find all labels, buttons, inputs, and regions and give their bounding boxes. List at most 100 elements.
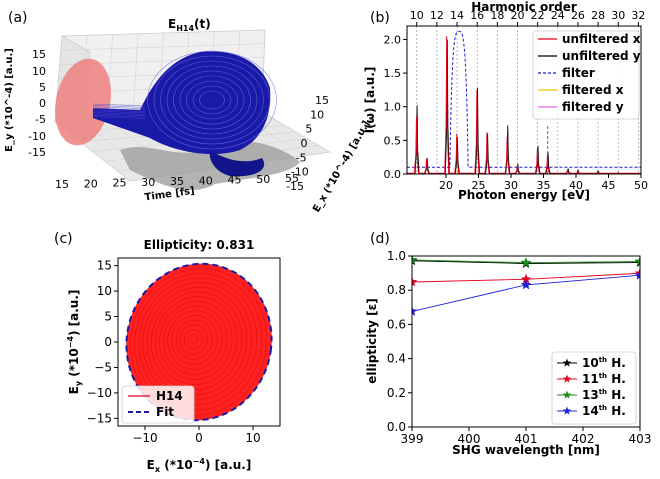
field-trace-loop (130, 268, 267, 416)
field-trace-loop (163, 305, 228, 375)
legend-box (121, 385, 195, 424)
y-tick-label: 10 (97, 284, 112, 298)
time-ticks: 15 20 25 30 35 40 45 50 55 (55, 172, 299, 191)
ex-tick-label: 0 (301, 137, 308, 150)
time-tick-label: 55 (285, 172, 299, 185)
x-tick-label: 50 (634, 179, 648, 192)
x-tick-label: 401 (515, 432, 538, 446)
series-point-14 (412, 305, 418, 316)
field-trace-loop (159, 301, 233, 380)
harmonic-tick-label: 14 (450, 9, 464, 22)
time-tick-label: 35 (170, 175, 184, 188)
field-trace-loop (142, 282, 253, 401)
field-trace-loop (184, 329, 203, 350)
back-gridline (132, 33, 139, 119)
x-tick-label: 400 (458, 432, 481, 446)
x-axis-label: SHG wavelength [nm] (452, 443, 600, 457)
panel-label-b: (b) (370, 10, 390, 26)
y-ticks: 0.0 0.2 0.4 0.6 0.8 1.0 (387, 249, 412, 434)
time-tick-label: 30 (141, 176, 155, 189)
legend-label: H14 (156, 389, 183, 403)
field-surface (93, 51, 271, 155)
shadow-projection (120, 141, 300, 190)
field-trace-fill (126, 263, 272, 421)
legend: 10th H. 11th H. 13th H. 14th H. (551, 351, 637, 425)
surface-contour (186, 80, 238, 120)
y-tick-label: 1.0 (384, 101, 402, 114)
y-tick-label: 1.5 (384, 67, 402, 80)
y-tick-label: 0.0 (387, 420, 406, 434)
surface-contour (179, 75, 245, 125)
x-tick-label: 45 (602, 179, 616, 192)
y-tick-label: 0.0 (384, 168, 402, 181)
legend-marker (562, 374, 572, 383)
harmonic-tick-label: 10 (410, 9, 424, 22)
y-tick-label: −15 (87, 411, 112, 425)
panel-b: (b) Harmonic order 10 12 14 16 18 20 22 24 26 28 3… (363, 0, 648, 202)
x-tick-label: −10 (132, 431, 157, 445)
series-point-13 (520, 256, 532, 268)
series-point-11 (412, 276, 418, 287)
x-tick-label: 403 (629, 432, 652, 446)
legend-marker (562, 406, 572, 415)
panel-a-title: EH14(t) (168, 17, 211, 33)
y-tick-label: 0.5 (384, 134, 402, 147)
surface-flat-mesh (92, 106, 146, 109)
surface-flat-mesh (92, 109, 146, 112)
field-trace-loop (146, 287, 248, 396)
legend-marker (562, 390, 572, 399)
x-ticks: −10 0 10 (132, 426, 261, 445)
legend-label: filtered y (562, 100, 624, 114)
y-tick-label: 5 (104, 310, 112, 324)
surface-flat-mesh (92, 110, 146, 114)
disk-projection (55, 58, 111, 146)
panel-label-d: (d) (370, 231, 390, 247)
x-tick-label: 402 (572, 432, 595, 446)
x-tick-label: 10 (245, 431, 260, 445)
ex-tick-label: 15 (315, 94, 329, 107)
surface-flat-mesh (92, 105, 146, 108)
legend-label: filtered x (562, 83, 624, 97)
harmonic-tick-label: 32 (631, 9, 645, 22)
z-tick-label: 15 (32, 48, 46, 61)
legend-label: 10th H. (582, 356, 626, 370)
ex-tick-label: -10 (291, 166, 309, 179)
x-tick-label: 25 (472, 179, 486, 192)
harmonic-tick-label: 24 (551, 9, 565, 22)
harmonic-tick-label: 28 (591, 9, 605, 22)
spectrum-frame (406, 25, 642, 175)
surface-contour (160, 60, 264, 140)
time-tick-label: 50 (256, 173, 270, 186)
surface-contour (199, 90, 225, 110)
legend: H14 Fit (121, 385, 195, 424)
y-tick-label: −10 (87, 386, 112, 400)
z-axis-label: E_y (*10^-4) [a.u.] (4, 48, 15, 152)
y-tick-label: 0.2 (387, 386, 406, 400)
field-trace-loop (150, 291, 243, 390)
field-trace-loop (175, 319, 213, 360)
ellipticity-lines (412, 256, 640, 316)
surface-flat-mesh (92, 108, 146, 111)
harmonic-tick-label: 22 (531, 9, 545, 22)
field-trace-loop (179, 324, 208, 355)
harmonic-tick-label: 18 (490, 9, 504, 22)
y-tick-label: 0.8 (387, 283, 406, 297)
series-point-14 (520, 279, 532, 290)
legend-label: 13th H. (582, 388, 626, 402)
y-tick-label: 2.0 (384, 33, 402, 46)
surface-mesh (92, 50, 277, 150)
surface-flat-mesh (92, 115, 146, 118)
harmonic-tick-label: 26 (571, 9, 585, 22)
time-tick-label: 40 (199, 174, 213, 187)
y-tick-label: −5 (94, 360, 112, 374)
x-ticks: 20 25 30 35 40 45 50 (439, 174, 648, 192)
x-axis-label: Photon energy [eV] (458, 188, 590, 202)
surface-contour (166, 65, 258, 135)
field-trace-loop (188, 334, 198, 345)
y-axis-label: Ey (*10−4) [a.u.] (66, 290, 83, 395)
legend-label: unfiltered x (562, 32, 641, 46)
time-tick-label: 45 (228, 174, 242, 187)
panel-label-a: (a) (8, 10, 28, 26)
